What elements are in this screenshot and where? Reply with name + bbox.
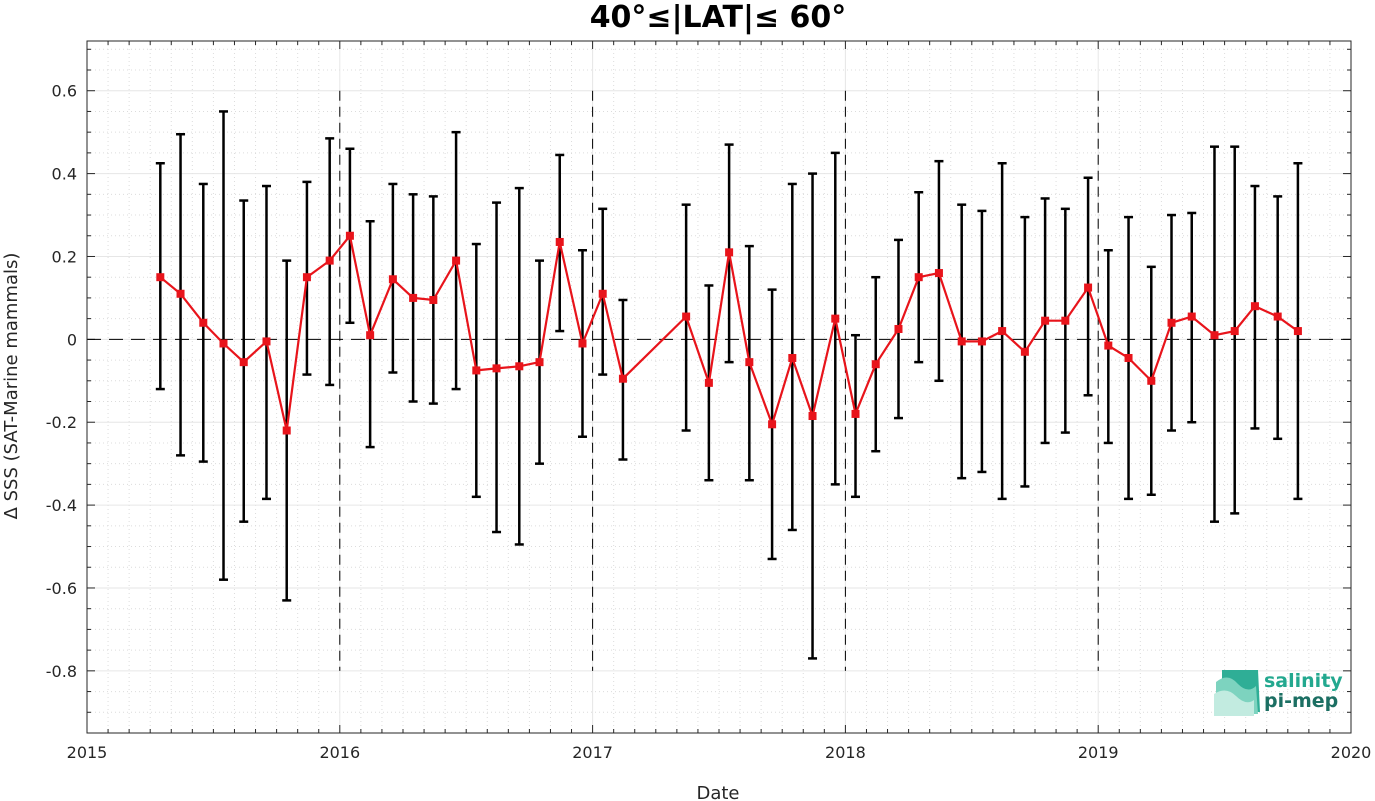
data-point-marker [768,420,777,429]
data-point-marker [366,331,375,340]
data-point-marker [472,366,481,375]
data-point-marker [725,248,734,257]
data-point-marker [1041,316,1050,325]
data-point-marker [1293,327,1302,336]
data-point-marker [1104,341,1113,350]
y-tick-label: -0.8 [46,662,77,681]
x-tick-labels: 2015 2016 2017 2018 2019 2020 [67,743,1372,762]
plot-frame [86,40,1352,734]
data-point-marker [871,360,880,369]
x-tick-label: 2020 [1331,743,1372,762]
x-tick-label: 2017 [572,743,613,762]
wave-logo-icon [1214,670,1260,716]
data-point-marker [914,273,923,282]
y-tick-label: 0.6 [52,82,77,101]
data-point-marker [219,339,228,348]
data-point-marker [262,337,271,346]
data-point-marker [1020,347,1029,356]
data-point-marker [745,358,754,367]
logo-text-pi-mep: pi-mep [1264,690,1338,712]
mean-markers [156,231,1302,435]
data-point-marker [239,358,248,367]
data-point-marker [1250,302,1259,311]
x-axis-label: Date [696,783,739,801]
logo-text-salinity: salinity [1264,670,1343,692]
y-tick-label: -0.6 [46,579,77,598]
data-point-marker [788,353,797,362]
x-tick-label: 2016 [319,743,360,762]
data-point-marker [345,231,354,240]
data-point-marker [1187,312,1196,321]
y-tick-label: 0.2 [52,247,77,266]
grid [86,41,1352,734]
chart-title: 40°≤|LAT|≤ 60° [590,0,847,35]
data-point-marker [1147,376,1156,385]
data-point-marker [704,378,713,387]
data-point-marker [325,256,334,265]
data-point-marker [1210,331,1219,340]
data-point-marker [977,337,986,346]
data-point-marker [1084,283,1093,292]
y-tick-label: 0.4 [52,165,77,184]
y-axis-label: Δ SSS (SAT-Marine mammals) [1,253,22,520]
x-tick-label: 2018 [825,743,866,762]
data-point-marker [302,273,311,282]
year-dividers [339,90,1099,671]
data-point-marker [282,426,291,435]
data-point-marker [1124,353,1133,362]
data-point-marker [492,364,501,373]
data-point-marker [998,327,1007,336]
data-point-marker [555,237,564,246]
data-point-marker [934,269,943,278]
data-point-marker [1273,312,1282,321]
x-tick-label: 2019 [1078,743,1119,762]
data-point-marker [808,412,817,421]
y-tick-label: -0.4 [46,496,77,515]
data-point-marker [598,289,607,298]
data-point-marker [682,312,691,321]
data-point-marker [831,314,840,323]
data-point-marker [452,256,461,265]
x-tick-label: 2015 [67,743,108,762]
error-bars [155,110,1303,660]
data-point-marker [429,295,438,304]
data-point-marker [535,358,544,367]
data-point-marker [409,293,418,302]
data-point-marker [1167,318,1176,327]
data-point-marker [515,362,524,371]
data-point-marker [199,318,208,327]
data-point-marker [618,374,627,383]
data-point-marker [388,275,397,284]
y-tick-label: -0.2 [46,413,77,432]
y-tick-labels: -0.8 -0.6 -0.4 -0.2 0 0.2 0.4 0.6 [46,82,77,681]
data-point-marker [176,289,185,298]
data-point-marker [156,273,165,282]
data-point-marker [894,324,903,333]
data-point-marker [1230,327,1239,336]
salinity-pi-mep-logo: salinity pi-mep [1214,670,1343,716]
data-point-marker [578,339,587,348]
data-point-marker [1061,316,1070,325]
y-tick-label: 0 [67,330,77,349]
data-point-marker [957,337,966,346]
data-point-marker [851,409,860,418]
